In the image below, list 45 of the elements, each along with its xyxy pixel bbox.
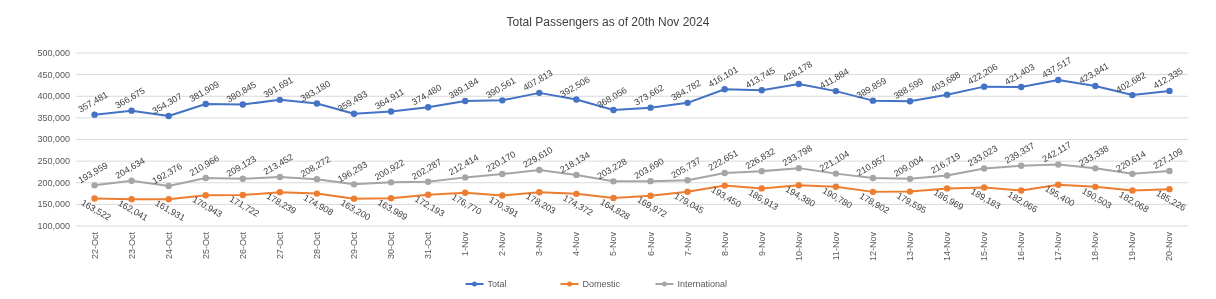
legend-label: Domestic bbox=[582, 278, 621, 289]
x-tick-label: 12-Nov bbox=[867, 231, 878, 262]
x-tick-label: 10-Nov bbox=[793, 231, 804, 262]
y-tick-label: 350,000 bbox=[37, 112, 70, 123]
y-tick-label: 400,000 bbox=[37, 91, 70, 102]
x-tick-label: 7-Nov bbox=[682, 231, 693, 257]
x-tick-label: 4-Nov bbox=[571, 231, 582, 257]
x-tick-label: 25-Oct bbox=[200, 231, 211, 260]
x-tick-label: 27-Oct bbox=[274, 231, 285, 260]
y-tick-label: 200,000 bbox=[37, 177, 70, 188]
x-tick-label: 29-Oct bbox=[349, 231, 359, 260]
x-tick-label: 15-Nov bbox=[979, 231, 990, 262]
x-tick-label: 23-Oct bbox=[126, 231, 137, 260]
y-tick-label: 250,000 bbox=[37, 156, 70, 167]
y-tick-label: 450,000 bbox=[37, 69, 70, 80]
x-tick-label: 11-Nov bbox=[830, 231, 841, 261]
x-tick-label: 19-Nov bbox=[1127, 231, 1138, 262]
x-tick-label: 14-Nov bbox=[942, 231, 953, 262]
x-tick-label: 18-Nov bbox=[1090, 231, 1101, 262]
y-tick-label: 500,000 bbox=[37, 47, 70, 58]
x-tick-label: 6-Nov bbox=[645, 231, 656, 257]
x-tick-label: 2-Nov bbox=[497, 231, 508, 257]
x-tick-label: 26-Oct bbox=[237, 231, 248, 260]
x-tick-label: 30-Oct bbox=[386, 231, 397, 260]
x-tick-label: 20-Nov bbox=[1164, 231, 1175, 262]
point bbox=[758, 87, 765, 94]
x-tick-label: 31-Oct bbox=[423, 231, 434, 260]
legend-label: International bbox=[677, 278, 728, 289]
x-tick-label: 13-Nov bbox=[905, 231, 915, 262]
x-tick-label: 22-Oct bbox=[89, 231, 100, 260]
x-tick-label: 24-Oct bbox=[163, 231, 174, 260]
legend-label: Total bbox=[487, 278, 507, 289]
x-tick-label: 5-Nov bbox=[608, 231, 619, 257]
x-tick-label: 3-Nov bbox=[534, 231, 545, 257]
x-tick-label: 16-Nov bbox=[1016, 231, 1027, 262]
x-tick-label: 28-Oct bbox=[311, 231, 322, 260]
x-tick-label: 9-Nov bbox=[756, 231, 767, 257]
y-tick-label: 150,000 bbox=[37, 199, 70, 210]
y-tick-label: 300,000 bbox=[37, 134, 70, 145]
x-tick-label: 8-Nov bbox=[719, 231, 730, 257]
point bbox=[721, 86, 728, 93]
y-tick-label: 100,000 bbox=[37, 220, 70, 231]
chart-title: Total Passengers as of 20th Nov 2024 bbox=[506, 15, 710, 29]
x-tick-label: 1-Nov bbox=[460, 231, 471, 257]
x-tick-label: 17-Nov bbox=[1053, 231, 1064, 262]
